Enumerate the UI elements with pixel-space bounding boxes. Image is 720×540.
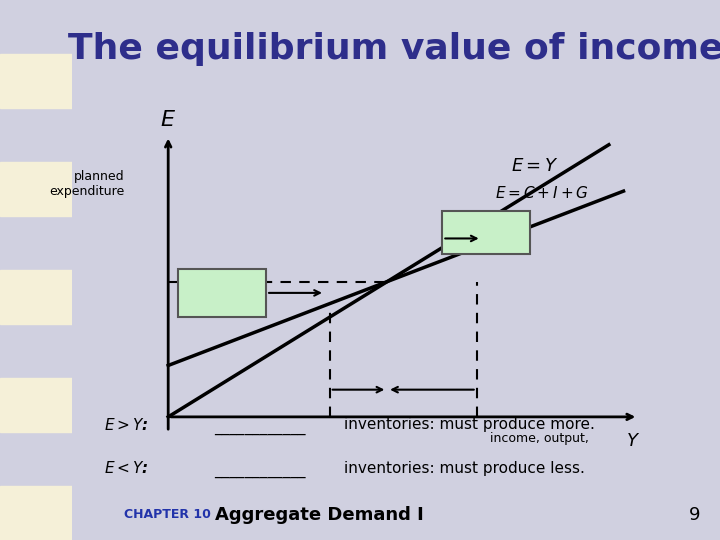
Bar — [442, 211, 531, 254]
Text: income, output,: income, output, — [490, 432, 589, 445]
Text: ____________: ____________ — [215, 463, 306, 478]
Bar — [0, 54, 72, 108]
Bar — [0, 378, 72, 432]
Text: planned
expenditure: planned expenditure — [49, 170, 124, 198]
Text: Aggregate Demand I: Aggregate Demand I — [215, 506, 423, 524]
Text: inventories: must produce more.: inventories: must produce more. — [344, 417, 595, 433]
Bar — [0, 486, 72, 540]
Text: $E<Y$:: $E<Y$: — [104, 460, 149, 476]
Bar — [0, 270, 72, 324]
Text: CHAPTER 10: CHAPTER 10 — [124, 508, 211, 521]
Text: $Y$: $Y$ — [626, 432, 640, 450]
Text: The equilibrium value of income: The equilibrium value of income — [68, 32, 720, 65]
Text: $E = C + I + G$: $E = C + I + G$ — [495, 185, 589, 201]
Text: $E>Y$:: $E>Y$: — [104, 417, 149, 433]
Text: inventories: must produce less.: inventories: must produce less. — [344, 461, 585, 476]
Bar — [178, 269, 266, 317]
Text: 9: 9 — [689, 506, 701, 524]
Text: $E = Y$: $E = Y$ — [511, 157, 559, 175]
Bar — [0, 162, 72, 216]
Text: ____________: ____________ — [215, 420, 306, 435]
Text: $E$: $E$ — [160, 110, 176, 130]
